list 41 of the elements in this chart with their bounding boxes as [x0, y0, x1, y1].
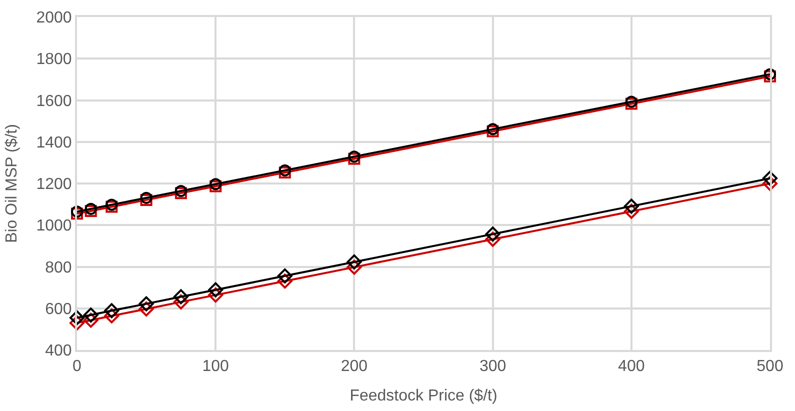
point [624, 204, 639, 219]
point [174, 184, 187, 197]
x-axis-title: Feedstock Price ($/t) [350, 387, 498, 404]
y-tick-label: 1000 [36, 218, 72, 235]
point [762, 176, 778, 191]
y-tick-label: 1600 [36, 92, 72, 110]
point [138, 296, 154, 312]
point [208, 282, 224, 298]
point [104, 308, 120, 324]
point [174, 187, 187, 200]
point [173, 294, 188, 310]
point [173, 289, 188, 304]
point [83, 308, 98, 323]
y-tick-label: 2000 [36, 10, 72, 27]
y-axis-title: Bio Oil MSP ($/t) [4, 124, 21, 243]
point [138, 302, 154, 316]
point [762, 170, 778, 186]
x-tick-label: 500 [756, 358, 784, 376]
point [70, 310, 84, 326]
point [624, 198, 639, 214]
y-tick-label: 400 [45, 342, 72, 360]
point [83, 312, 98, 328]
x-tick-label: 100 [202, 358, 230, 376]
y-tick-label: 1400 [36, 134, 72, 152]
point [346, 254, 362, 270]
x-tick-label: 200 [340, 358, 368, 376]
x-tick-label: 400 [618, 358, 645, 376]
point [70, 315, 84, 330]
point [346, 260, 362, 275]
point [208, 288, 224, 303]
point [104, 303, 120, 318]
y-tick-label: 800 [45, 259, 72, 276]
x-tick-label: 300 [479, 358, 506, 376]
y-tick-label: 600 [45, 300, 72, 318]
point [485, 232, 500, 247]
point [277, 274, 292, 289]
y-tick-label: 1200 [36, 176, 72, 194]
point [485, 226, 500, 242]
y-tick-label: 1800 [36, 51, 72, 68]
x-tick-label: 0 [72, 358, 82, 376]
point [277, 268, 292, 284]
